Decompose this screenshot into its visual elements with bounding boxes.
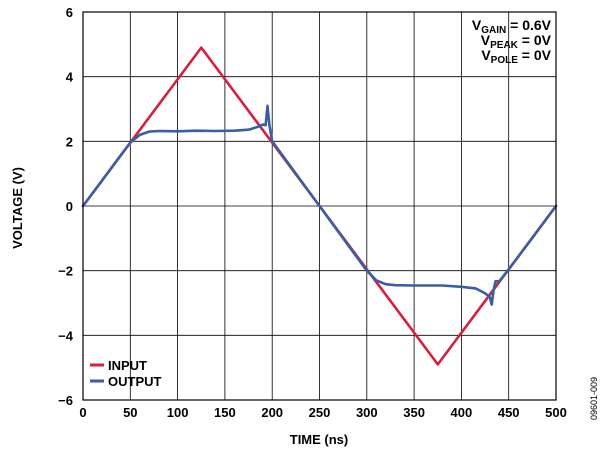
y-tick-label: −4 xyxy=(58,328,74,343)
x-tick-labels: 0 50 100 150 200 250 300 350 400 450 500 xyxy=(79,405,566,420)
annotation-value: = 0.6V xyxy=(506,17,551,33)
figure-id: 09601-009 xyxy=(589,377,599,420)
x-tick-label: 150 xyxy=(214,405,236,420)
x-tick-label: 50 xyxy=(123,405,137,420)
x-axis-title: TIME (ns) xyxy=(290,432,349,447)
x-tick-label: 250 xyxy=(309,405,331,420)
annotation-line: VPOLE = 0V xyxy=(481,47,551,66)
x-tick-label: 500 xyxy=(545,405,567,420)
series-layer xyxy=(81,46,558,366)
annotation-symbol: V xyxy=(481,47,491,63)
annotation-value: = 0V xyxy=(518,32,552,48)
x-tick-label: 400 xyxy=(451,405,473,420)
annotation-subscript: PEAK xyxy=(490,40,519,51)
x-tick-label: 450 xyxy=(498,405,520,420)
plot-frame xyxy=(82,11,557,401)
legend-label: INPUT xyxy=(108,358,147,373)
x-tick-label: 200 xyxy=(261,405,283,420)
y-tick-label: −6 xyxy=(58,393,73,408)
y-tick-label: 4 xyxy=(66,70,74,85)
legend-label: OUTPUT xyxy=(108,374,162,389)
y-tick-label: 2 xyxy=(66,134,73,149)
y-tick-labels: −6 −4 −2 0 2 4 6 xyxy=(58,5,74,408)
annotation-symbol: V xyxy=(481,32,491,48)
x-tick-label: 350 xyxy=(403,405,425,420)
x-tick-label: 100 xyxy=(167,405,189,420)
x-tick-label: 0 xyxy=(79,405,86,420)
series-output-line xyxy=(81,104,558,306)
annotation-subscript: GAIN xyxy=(481,25,506,36)
y-tick-label: 6 xyxy=(66,5,73,20)
annotation-line: VPEAK = 0V xyxy=(481,32,552,51)
annotation-value: = 0V xyxy=(518,47,552,63)
annotation-line: VGAIN = 0.6V xyxy=(472,17,552,36)
y-tick-label: 0 xyxy=(66,199,73,214)
y-tick-label: −2 xyxy=(58,264,73,279)
annotation-symbol: V xyxy=(472,17,482,33)
y-axis-title: VOLTAGE (V) xyxy=(10,167,25,249)
annotation-subscript: POLE xyxy=(491,55,519,66)
x-tick-label: 300 xyxy=(356,405,378,420)
